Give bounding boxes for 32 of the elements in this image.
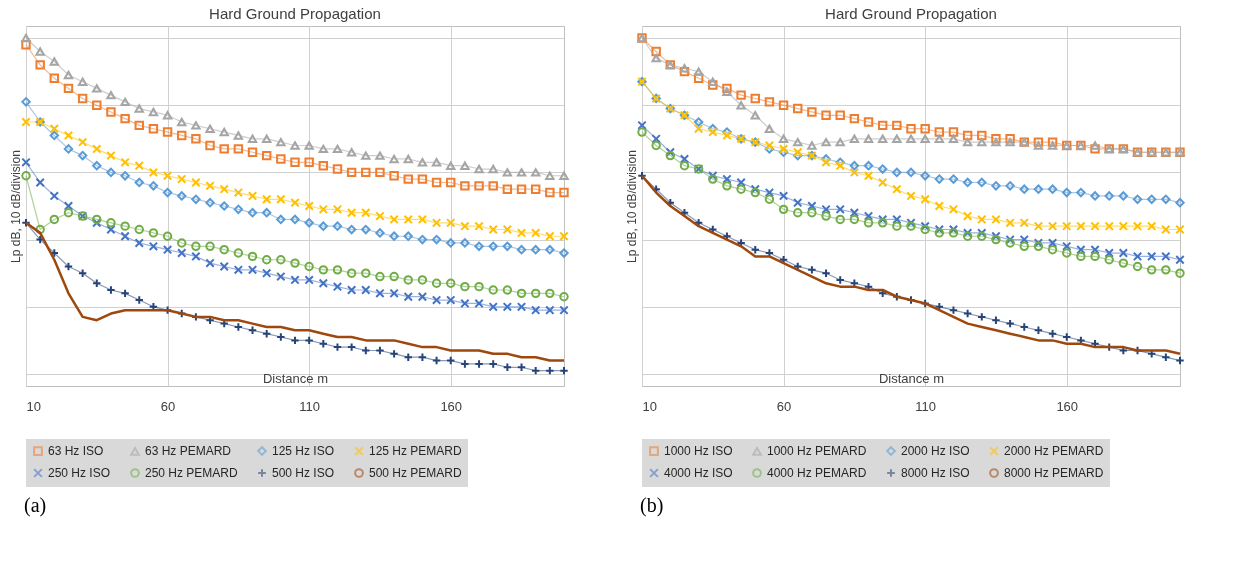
- legend-label: 4000 Hz ISO: [664, 466, 733, 480]
- x-tick-label: 160: [440, 398, 463, 414]
- legend-label: 8000 Hz PEMARD: [1004, 466, 1104, 480]
- x-axis-title: Distance m: [262, 370, 329, 386]
- legend-label: 250 Hz PEMARD: [145, 466, 239, 480]
- legend-label: 125 Hz PEMARD: [369, 444, 463, 459]
- legend-label: 250 Hz ISO: [48, 466, 111, 480]
- x-tick-label: 60: [160, 398, 176, 414]
- text: (a): [24, 494, 48, 517]
- chart-title: Hard Ground Propagation: [209, 5, 381, 22]
- x-tick-label: 10: [642, 398, 657, 414]
- legend-label: 2000 Hz ISO: [901, 444, 970, 459]
- legend-label: 1000 Hz ISO: [664, 444, 733, 459]
- x-tick-label: 60: [776, 398, 792, 414]
- y-axis-title: Lp dB, 10 dB/division: [8, 150, 23, 263]
- x-tick-label: 110: [299, 398, 321, 414]
- x-axis-title: Distance m: [878, 370, 945, 386]
- y-axis-title: Lp dB, 10 dB/division: [624, 150, 639, 263]
- legend-label: 4000 Hz PEMARD: [767, 466, 867, 480]
- x-tick-label: 110: [915, 398, 937, 414]
- legend-label: 125 Hz ISO: [272, 444, 335, 459]
- chart-title: Hard Ground Propagation: [825, 5, 997, 22]
- x-tick-label: 10: [26, 398, 41, 414]
- x-tick-label: 160: [1056, 398, 1079, 414]
- legend-label: 500 Hz ISO: [272, 466, 335, 480]
- legend-label: 500 Hz PEMARD: [369, 466, 463, 480]
- legend-label: 8000 Hz ISO: [901, 466, 970, 480]
- legend-label: 63 Hz ISO: [48, 444, 104, 459]
- legend-label: 63 Hz PEMARD: [145, 444, 232, 459]
- text: (b): [640, 494, 665, 517]
- legend-label: 1000 Hz PEMARD: [767, 444, 867, 459]
- legend-label: 2000 Hz PEMARD: [1004, 444, 1104, 459]
